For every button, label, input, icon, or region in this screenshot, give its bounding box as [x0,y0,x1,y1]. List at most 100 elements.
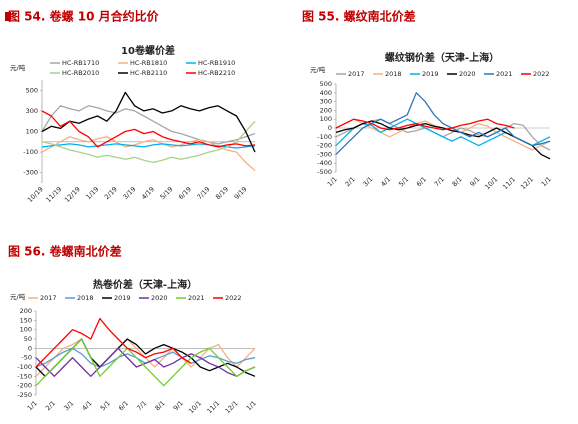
y-tick-label: -300 [23,169,38,177]
y-tick-label: 100 [20,326,32,334]
y-tick-label: 150 [20,316,32,324]
x-tick-label: 9/1 [172,399,185,412]
y-tick-label: 200 [320,106,332,114]
x-tick-label: 5/19 [158,185,174,201]
x-tick-label: 3/1 [361,175,374,188]
x-tick-label: 7/1 [433,175,446,188]
series-line [335,92,551,155]
y-tick-label: -100 [17,363,32,371]
x-tick-label: 1/1 [245,399,258,412]
y-tick-label: -100 [317,133,332,141]
x-tick-label: 3/19 [121,185,137,201]
x-tick-label: 10/1 [483,175,499,191]
x-tick-label: 1/19 [84,185,100,201]
header-icon [5,12,11,21]
x-tick-label: 1/1 [540,175,553,188]
y-tick-label: 50 [24,335,32,343]
y-tick-label: 0 [328,124,332,132]
figure-header: 图 56. 卷螺南北价差 [8,244,122,259]
x-tick-label: 4/19 [140,185,156,201]
y-tick-label: 500 [320,80,332,88]
x-tick-label: 3/1 [62,399,75,412]
x-tick-label: 12/19 [63,185,82,204]
y-axis-unit: 元/吨 [10,63,26,72]
legend-label: 2021 [188,294,205,302]
x-tick-label: 10/1 [187,399,203,415]
series-line [41,136,256,172]
y-tick-label: -250 [17,391,32,399]
x-tick-label: 10/19 [26,185,45,204]
x-tick-label: 6/19 [177,185,193,201]
x-tick-label: 6/1 [117,399,130,412]
y-tick-label: -150 [17,372,32,380]
y-tick-label: 100 [26,128,38,136]
figure-header: 图 54. 卷螺 10 月合约比价 [8,9,160,24]
legend-label: HC-RB1710 [62,59,99,67]
y-tick-label: 300 [320,98,332,106]
y-tick-label: -50 [21,354,32,362]
legend-label: 2017 [40,294,57,302]
legend-label: HC-RB1810 [130,59,167,67]
legend-label: 2017 [348,70,365,78]
x-tick-label: 11/19 [44,185,63,204]
legend-label: HC-RB2110 [130,69,167,77]
legend-label: 2022 [533,70,550,78]
x-tick-label: 2/19 [103,185,119,201]
x-tick-label: 12/1 [519,175,535,191]
legend-label: HC-RB1910 [198,59,235,67]
x-tick-label: 2/1 [344,175,357,188]
x-tick-label: 7/19 [196,185,212,201]
x-tick-label: 1/1 [26,399,39,412]
x-tick-label: 1/1 [326,175,339,188]
x-tick-label: 4/1 [379,175,392,188]
x-tick-label: 5/1 [99,399,112,412]
legend-label: 2019 [422,70,439,78]
x-tick-label: 7/1 [135,399,148,412]
y-tick-label: -200 [17,382,32,390]
legend-label: HC-RB2210 [198,69,235,77]
x-tick-label: 12/1 [224,399,240,415]
legend-label: 2018 [385,70,402,78]
chart-title: 螺纹钢价差（天津-上海） [385,51,499,64]
series-line [41,91,256,153]
x-tick-label: 11/1 [205,399,221,415]
x-tick-label: 5/1 [397,175,410,188]
y-tick-label: 0 [28,344,32,352]
y-tick-label: -400 [317,159,332,167]
x-tick-label: 9/1 [468,175,481,188]
y-tick-label: 500 [26,86,38,94]
series-line [35,338,256,387]
legend-label: HC-RB2010 [62,69,99,77]
legend-label: 2019 [114,294,131,302]
x-tick-label: 8/19 [214,185,230,201]
x-tick-label: 4/1 [81,399,94,412]
x-tick-label: 2/1 [44,399,57,412]
x-tick-label: 8/1 [154,399,167,412]
y-axis-unit: 元/吨 [310,65,326,74]
series-line [35,317,192,368]
legend-label: 2021 [496,70,513,78]
y-tick-label: 400 [320,89,332,97]
series-line [41,105,256,145]
legend-label: 2020 [151,294,168,302]
y-tick-label: -300 [317,150,332,158]
series-line [41,120,256,164]
y-tick-label: -100 [23,148,38,156]
legend-label: 2022 [225,294,242,302]
x-tick-label: 11/1 [501,175,517,191]
chart-title: 10卷螺价差 [121,44,175,57]
series-line [41,110,256,148]
series-line [335,118,515,131]
y-tick-label: -500 [317,168,332,176]
legend-label: 2018 [77,294,94,302]
y-tick-label: 300 [26,107,38,115]
legend-label: 2020 [459,70,476,78]
y-tick-label: -200 [317,142,332,150]
x-tick-label: 8/1 [451,175,464,188]
y-axis-unit: 元/吨 [10,292,26,301]
chart-title: 热卷价差（天津-上海） [93,278,197,291]
y-tick-label: 100 [320,115,332,123]
y-tick-label: 200 [20,307,32,315]
x-tick-label: 6/1 [415,175,428,188]
